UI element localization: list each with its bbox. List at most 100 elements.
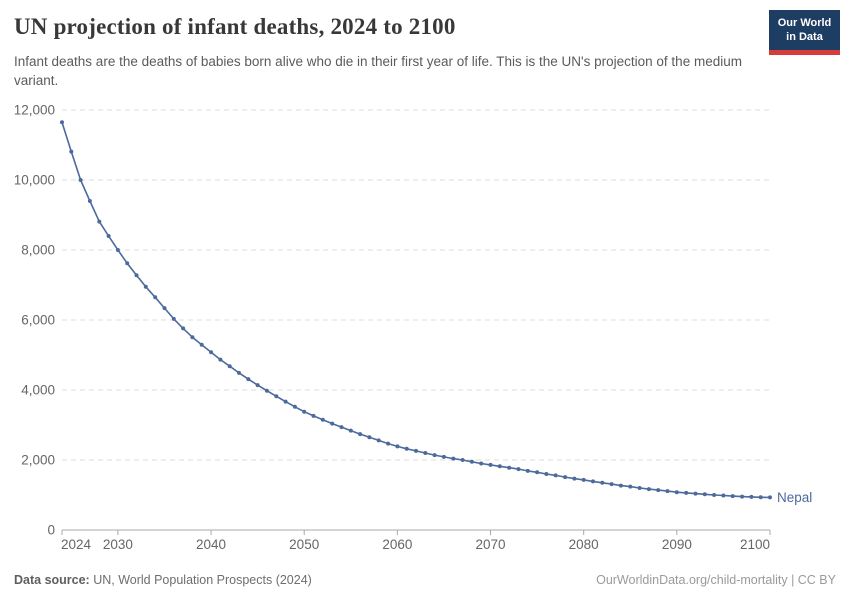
data-point[interactable] [758, 495, 763, 500]
data-point[interactable] [78, 178, 83, 182]
x-axis-tick-label: 2070 [476, 537, 506, 552]
data-point[interactable] [628, 484, 633, 489]
series-end-label[interactable]: Nepal [777, 490, 812, 505]
data-point[interactable] [162, 306, 167, 311]
data-point[interactable] [479, 461, 484, 466]
data-point[interactable] [553, 473, 558, 478]
data-point[interactable] [87, 199, 92, 203]
data-point[interactable] [171, 316, 176, 321]
data-point[interactable] [572, 476, 577, 481]
data-point[interactable] [712, 493, 717, 497]
page-title: UN projection of infant deaths, 2024 to … [14, 14, 456, 39]
data-point[interactable] [414, 448, 418, 453]
series-line-nepal[interactable] [61, 121, 771, 499]
data-point[interactable] [311, 413, 316, 418]
line-chart-svg[interactable]: 0 2,000 4,000 6,000 8,000 10,000 12,000 2024 203… [0, 95, 850, 565]
data-point[interactable] [302, 409, 307, 414]
data-point[interactable] [153, 295, 158, 300]
data-point[interactable] [376, 438, 381, 443]
data-point[interactable] [97, 219, 102, 224]
data-point[interactable] [665, 489, 670, 494]
data-point[interactable] [404, 446, 409, 451]
data-point[interactable] [339, 425, 344, 430]
data-point[interactable] [60, 120, 64, 125]
data-point[interactable] [591, 479, 595, 484]
data-point[interactable] [730, 494, 735, 499]
chart-canvas[interactable]: 0 2,000 4,000 6,000 8,000 10,000 12,000 2024 203… [0, 95, 850, 565]
data-point[interactable] [674, 490, 679, 495]
data-point[interactable] [292, 404, 297, 409]
data-point[interactable] [367, 435, 372, 440]
x-axis-tick-label: 2080 [569, 537, 599, 552]
data-point[interactable] [395, 444, 400, 449]
data-point[interactable] [563, 475, 568, 480]
data-point[interactable] [69, 149, 74, 154]
data-point[interactable] [115, 248, 120, 252]
data-point[interactable] [386, 441, 391, 446]
data-point[interactable] [264, 388, 269, 393]
x-axis-tick-label: 2050 [289, 537, 319, 552]
data-point[interactable] [516, 467, 521, 472]
chart-subtitle: Infant deaths are the deaths of babies b… [14, 54, 742, 88]
data-point[interactable] [488, 462, 493, 467]
data-point[interactable] [646, 487, 651, 492]
data-point[interactable] [702, 492, 707, 497]
data-point[interactable] [721, 493, 726, 498]
data-point[interactable] [218, 357, 223, 362]
data-point[interactable] [246, 377, 251, 382]
data-point[interactable] [199, 342, 204, 347]
data-point[interactable] [768, 495, 772, 500]
data-point[interactable] [143, 284, 148, 289]
owid-logo[interactable]: Our World in Data [769, 10, 840, 55]
data-point[interactable] [227, 364, 232, 369]
data-point[interactable] [441, 454, 446, 459]
data-point[interactable] [330, 421, 335, 426]
data-point[interactable] [544, 472, 549, 476]
data-point[interactable] [600, 480, 605, 485]
data-point[interactable] [106, 234, 111, 238]
data-point[interactable] [507, 465, 512, 470]
data-point[interactable] [358, 432, 363, 437]
data-point[interactable] [190, 335, 195, 340]
x-axis-tick-label: 2024 [61, 537, 92, 552]
data-point[interactable] [255, 383, 260, 388]
y-axis-tick-label: 0 [47, 523, 55, 538]
data-point[interactable] [525, 468, 530, 473]
data-point[interactable] [209, 350, 214, 355]
x-axis-tick-label: 2030 [103, 537, 133, 552]
data-point[interactable] [320, 417, 325, 422]
x-axis-tick-label: 2100 [740, 537, 770, 552]
data-point[interactable] [693, 491, 698, 496]
credit-link[interactable]: OurWorldinData.org/child-mortality | CC … [596, 573, 836, 587]
data-point[interactable] [581, 477, 586, 482]
data-point[interactable] [684, 490, 689, 495]
data-source-label: Data source: [14, 573, 90, 587]
data-source-note: Data source: UN, World Population Prospe… [14, 573, 312, 587]
data-point[interactable] [237, 370, 241, 375]
data-point[interactable] [348, 428, 353, 433]
y-axis-tick-label: 8,000 [21, 243, 55, 258]
data-point[interactable] [451, 456, 456, 461]
data-point[interactable] [423, 451, 428, 455]
owid-logo-line2: in Data [786, 30, 823, 43]
data-point[interactable] [656, 488, 661, 493]
data-point[interactable] [469, 459, 474, 464]
data-point[interactable] [125, 261, 130, 266]
data-point[interactable] [618, 483, 623, 488]
data-point[interactable] [609, 482, 614, 487]
data-source-text: UN, World Population Prospects (2024) [89, 573, 312, 587]
data-point[interactable] [181, 326, 186, 331]
data-point[interactable] [749, 494, 754, 499]
data-point[interactable] [740, 494, 745, 499]
data-point[interactable] [274, 394, 279, 399]
y-axis-tick-label: 10,000 [14, 173, 55, 188]
data-point[interactable] [134, 273, 139, 278]
data-point[interactable] [432, 453, 437, 458]
data-point[interactable] [283, 399, 288, 404]
data-point[interactable] [497, 464, 502, 469]
data-point[interactable] [535, 470, 540, 475]
y-axis-tick-label: 2,000 [21, 453, 55, 468]
data-point[interactable] [637, 486, 642, 490]
data-point[interactable] [460, 458, 465, 462]
